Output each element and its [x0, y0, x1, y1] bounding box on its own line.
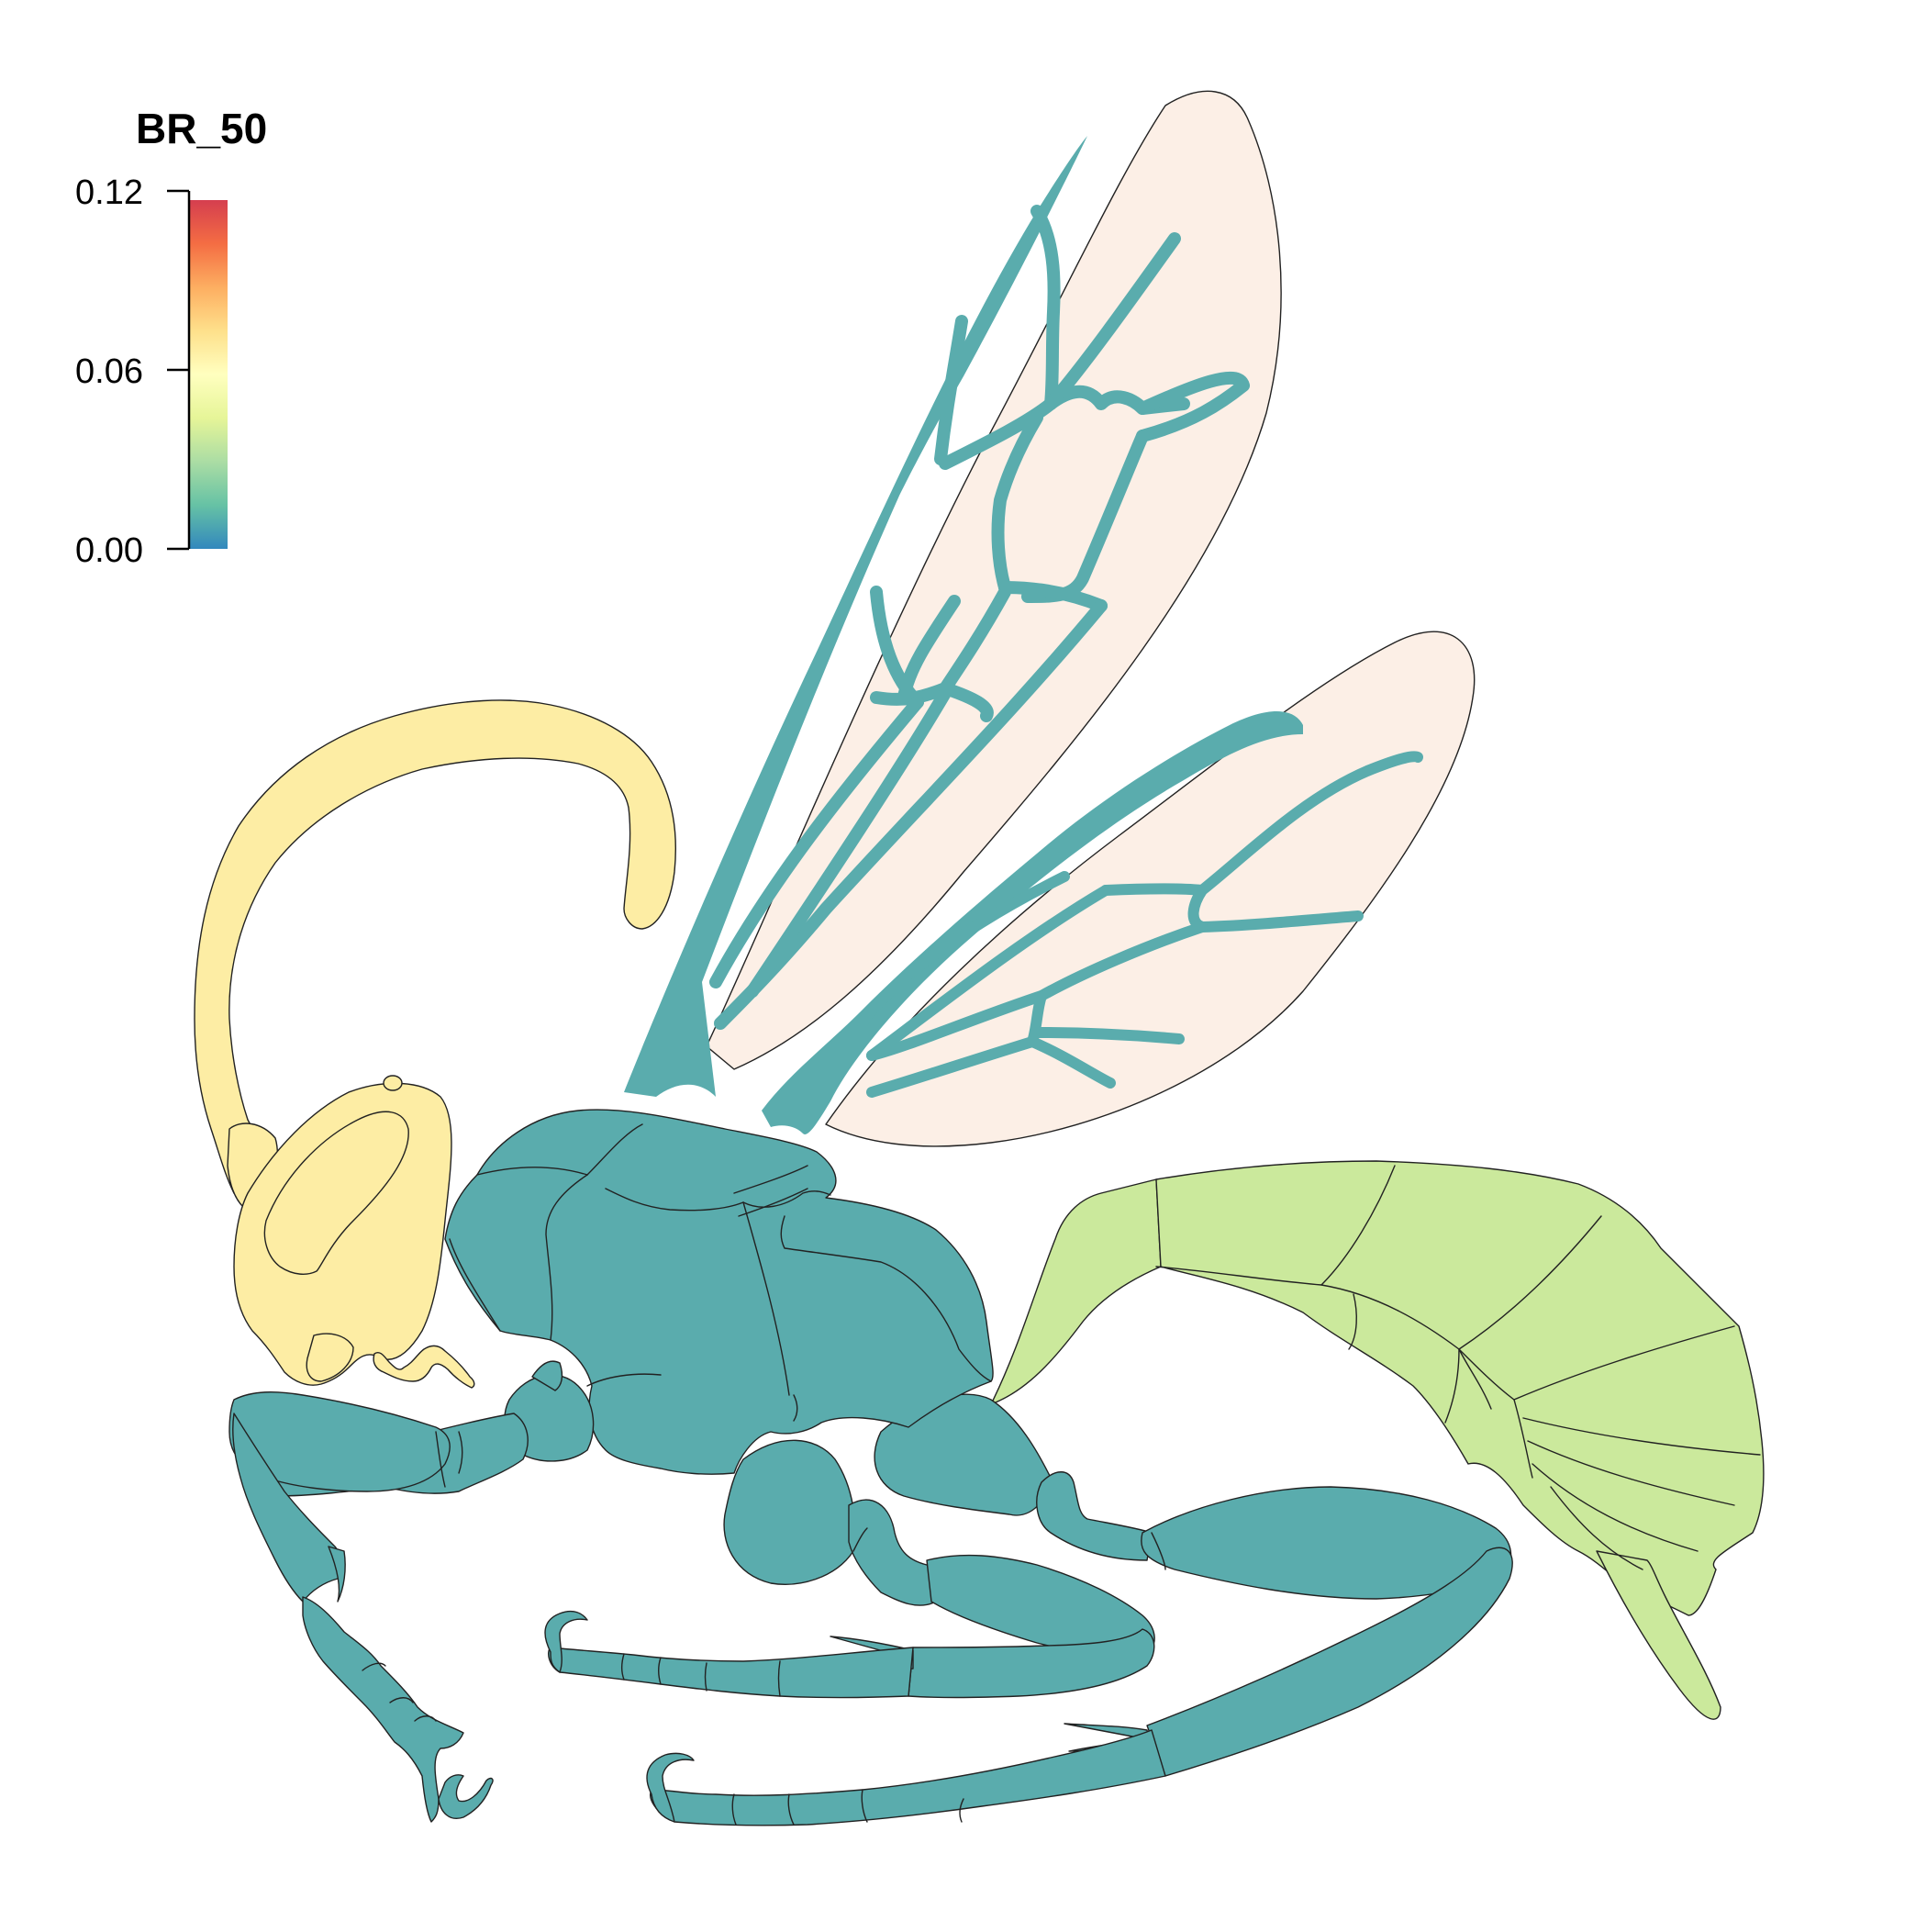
mesosoma: [444, 1109, 994, 1475]
compound-eye: [263, 1111, 409, 1275]
mid-trochanter: [848, 1499, 939, 1606]
front-tibia: [232, 1413, 340, 1603]
petiole: [990, 1178, 1162, 1405]
front-tarsus: [302, 1596, 464, 1823]
maxillary-palp: [373, 1345, 475, 1389]
hind-leg: [646, 1393, 1513, 1826]
tick-label-top: 0.12: [75, 173, 143, 212]
fore-wing-costal-vein: [624, 136, 1087, 1097]
tick-label-mid: 0.06: [75, 352, 143, 391]
mid-claw: [544, 1610, 588, 1673]
front-coxa-base: [228, 1391, 451, 1492]
mesosoma-seams: [449, 1123, 992, 1422]
hind-tibia: [1146, 1547, 1513, 1777]
legend-title: BR_50: [136, 105, 267, 152]
mid-tibia: [908, 1628, 1155, 1699]
head: [233, 1075, 475, 1389]
mid-leg: [544, 1439, 1155, 1699]
tick-label-bottom: 0.00: [75, 531, 143, 570]
fore-wing: [624, 90, 1282, 1097]
hind-wing: [762, 631, 1476, 1147]
mid-leg-seams: [621, 1527, 868, 1697]
colorbar: [189, 200, 228, 549]
fore-wing-membrane: [706, 90, 1282, 1070]
ocellus: [383, 1075, 403, 1091]
hind-trochanter: [1036, 1471, 1153, 1561]
fore-wing-veins: [709, 205, 1250, 1030]
front-tibia-spur: [328, 1546, 346, 1603]
metasoma: [990, 1160, 1765, 1720]
hind-wing-veins: [857, 751, 1423, 1098]
hind-leg-seams: [731, 1532, 1166, 1826]
hind-claw: [646, 1752, 695, 1823]
gaster-segment-seams: [1155, 1165, 1761, 1570]
ovipositor: [1596, 1550, 1721, 1720]
color-legend: BR_50 0.12 0.06 0.00: [75, 105, 267, 570]
hind-tarsus: [650, 1729, 1166, 1826]
front-trochanter: [531, 1360, 563, 1391]
front-claw: [438, 1774, 494, 1819]
mid-coxa: [723, 1439, 856, 1585]
hind-wing-base-vein: [762, 711, 1303, 1134]
mandible: [306, 1333, 354, 1382]
antenna-flagellum: [194, 699, 676, 1194]
front-leg-seams: [362, 1431, 463, 1722]
front-leg: [228, 1360, 595, 1823]
mid-tarsus: [548, 1647, 914, 1699]
mid-femur: [926, 1554, 1155, 1656]
gaster: [1155, 1160, 1765, 1616]
